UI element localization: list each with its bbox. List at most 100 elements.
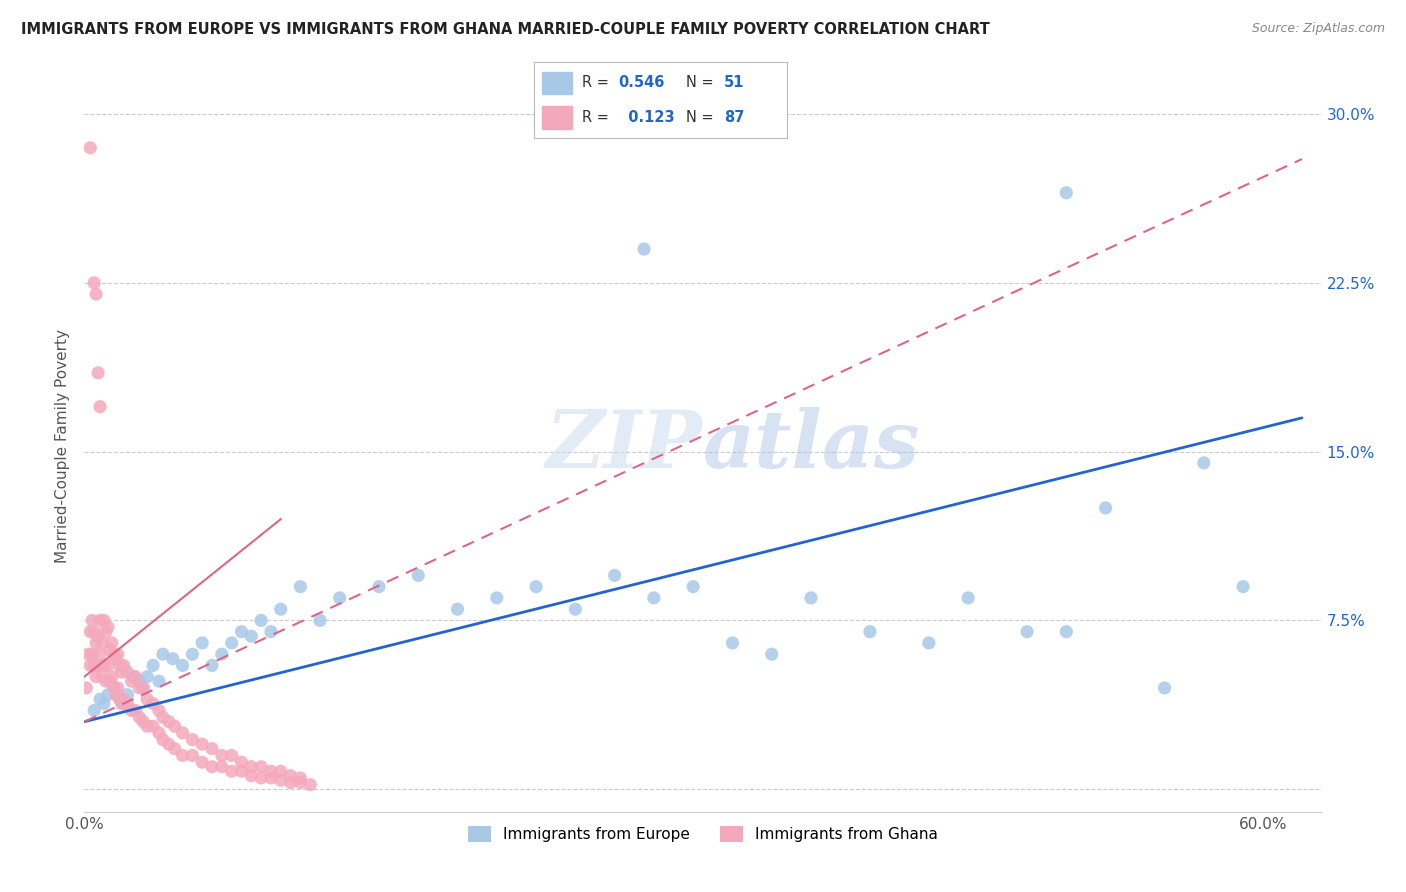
Point — [103, 681, 125, 695]
Point — [98, 674, 121, 689]
Point — [83, 624, 105, 639]
Point — [79, 141, 101, 155]
Point — [148, 674, 170, 689]
Point — [89, 614, 111, 628]
Text: ZIP: ZIP — [546, 408, 703, 484]
Point — [98, 642, 121, 657]
Point — [181, 748, 204, 763]
Point — [107, 681, 129, 695]
Point — [122, 670, 145, 684]
Point — [83, 276, 105, 290]
Point — [406, 568, 429, 582]
Point — [201, 760, 224, 774]
Bar — [541, 71, 572, 95]
Point — [89, 692, 111, 706]
Point — [79, 658, 101, 673]
Point — [231, 764, 253, 779]
Point — [859, 624, 882, 639]
Point — [211, 647, 233, 661]
Point — [89, 400, 111, 414]
Point — [162, 651, 184, 665]
Point — [1094, 500, 1116, 515]
Point — [148, 726, 170, 740]
Point — [93, 697, 115, 711]
Point — [231, 624, 253, 639]
Text: IMMIGRANTS FROM EUROPE VS IMMIGRANTS FROM GHANA MARRIED-COUPLE FAMILY POVERTY CO: IMMIGRANTS FROM EUROPE VS IMMIGRANTS FRO… — [21, 22, 990, 37]
Point — [240, 629, 263, 643]
Point — [142, 719, 165, 733]
Point — [84, 670, 107, 684]
Point — [84, 636, 107, 650]
Point — [260, 771, 283, 785]
Point — [112, 692, 135, 706]
Point — [157, 714, 180, 729]
Point — [97, 688, 120, 702]
Point — [136, 692, 159, 706]
Point — [152, 710, 174, 724]
Point — [117, 697, 139, 711]
Point — [240, 769, 263, 783]
Point — [142, 658, 165, 673]
Point — [117, 665, 139, 680]
Point — [157, 737, 180, 751]
Text: N =: N = — [686, 111, 718, 125]
Point — [152, 732, 174, 747]
Point — [191, 636, 214, 650]
Point — [79, 624, 101, 639]
Point — [77, 647, 100, 661]
Point — [93, 614, 115, 628]
Point — [83, 658, 105, 673]
Point — [1192, 456, 1215, 470]
Point — [201, 741, 224, 756]
Point — [250, 760, 273, 774]
Point — [87, 658, 110, 673]
Point — [485, 591, 508, 605]
Point — [1054, 624, 1077, 639]
Point — [280, 775, 302, 789]
Point — [211, 748, 233, 763]
Point — [211, 760, 233, 774]
Point — [309, 614, 332, 628]
Point — [128, 710, 150, 724]
Point — [368, 580, 391, 594]
Point — [107, 647, 129, 661]
Point — [136, 719, 159, 733]
Point — [91, 636, 114, 650]
Text: R =: R = — [582, 76, 614, 90]
Point — [132, 714, 155, 729]
Text: N =: N = — [686, 76, 718, 90]
Point — [75, 681, 97, 695]
Text: 51: 51 — [724, 76, 745, 90]
Point — [121, 703, 143, 717]
Point — [957, 591, 980, 605]
Point — [181, 732, 204, 747]
Point — [124, 670, 146, 684]
Legend: Immigrants from Europe, Immigrants from Ghana: Immigrants from Europe, Immigrants from … — [461, 820, 945, 848]
Point — [270, 764, 292, 779]
Point — [148, 703, 170, 717]
Point — [633, 242, 655, 256]
Point — [84, 287, 107, 301]
Point — [1054, 186, 1077, 200]
Point — [101, 670, 124, 684]
Point — [104, 688, 127, 702]
Point — [111, 697, 134, 711]
Point — [97, 620, 120, 634]
Point — [91, 670, 114, 684]
Point — [221, 764, 243, 779]
Point — [603, 568, 626, 582]
Point — [163, 719, 186, 733]
Point — [290, 771, 312, 785]
Text: 0.546: 0.546 — [617, 76, 664, 90]
Point — [800, 591, 823, 605]
Text: Source: ZipAtlas.com: Source: ZipAtlas.com — [1251, 22, 1385, 36]
Point — [108, 692, 131, 706]
Point — [1153, 681, 1175, 695]
Point — [172, 658, 194, 673]
Point — [82, 647, 104, 661]
Point — [124, 703, 146, 717]
Point — [142, 697, 165, 711]
Point — [524, 580, 547, 594]
Point — [270, 773, 292, 788]
Point — [152, 647, 174, 661]
